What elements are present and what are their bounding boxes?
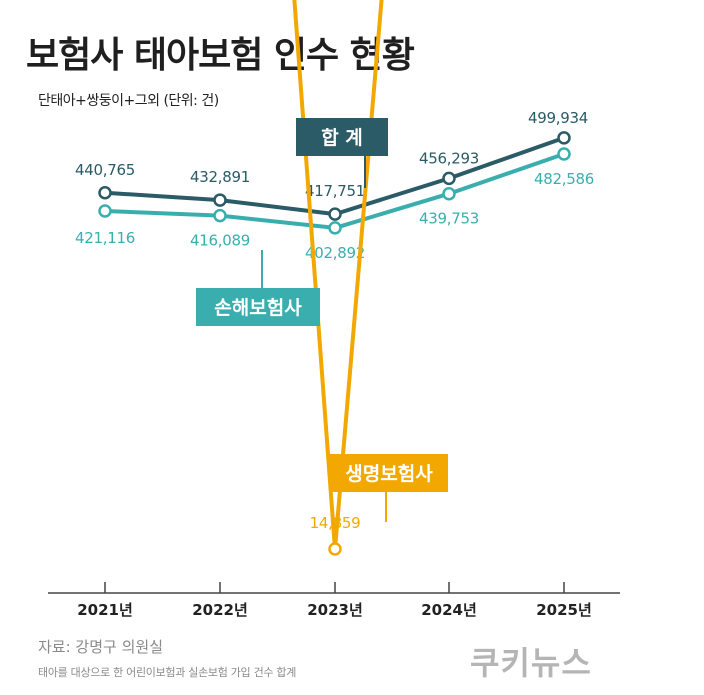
chart-title: 보험사 태아보험 인수 현황 [26, 35, 415, 76]
data-label: 14,859 [310, 514, 361, 532]
data-point [213, 208, 227, 223]
total-series-tag-box [296, 118, 388, 156]
nonlife-series-tag-box [196, 288, 320, 326]
data-point [98, 186, 112, 200]
data-label: 482,586 [534, 170, 594, 188]
data-point [98, 204, 112, 218]
data-point [442, 186, 456, 201]
data-label: 456,293 [419, 149, 479, 167]
data-label: 439,753 [419, 210, 479, 228]
nonlife-series-tag-label: 손해보험사 [214, 297, 302, 319]
data-point [557, 147, 571, 161]
data-point [557, 131, 571, 145]
x-tick-label: 2025년 [536, 601, 592, 619]
data-label: 440,765 [75, 161, 135, 179]
publisher-logo: 쿠키뉴스 [470, 644, 592, 682]
data-label: 417,751 [305, 182, 365, 200]
data-label: 499,934 [528, 109, 588, 127]
x-tick-label: 2022년 [192, 601, 248, 619]
data-point [328, 542, 342, 556]
data-label: 421,116 [75, 229, 135, 247]
data-point [442, 171, 456, 186]
life-series-tag-label: 생명보험사 [345, 463, 433, 485]
chart-subtitle: 단태아+쌍둥이+그외 (단위: 건) [38, 93, 219, 109]
source-text: 자료: 강명구 의원실 [38, 638, 163, 656]
data-label: 432,891 [190, 168, 250, 186]
data-point [328, 207, 342, 221]
x-tick-label: 2024년 [421, 601, 477, 619]
data-point [328, 221, 342, 235]
data-point [213, 193, 227, 207]
footnote-text: 태아를 대상으로 한 어린이보험과 실손보험 가입 건수 합계 [38, 666, 297, 679]
total-series-tag-label: 합 계 [321, 127, 363, 149]
life-series-tag-box [330, 454, 448, 492]
data-label: 402,892 [305, 244, 365, 262]
x-tick-label: 2023년 [307, 601, 363, 619]
x-tick-label: 2021년 [77, 601, 133, 619]
data-label: 416,089 [190, 232, 250, 250]
